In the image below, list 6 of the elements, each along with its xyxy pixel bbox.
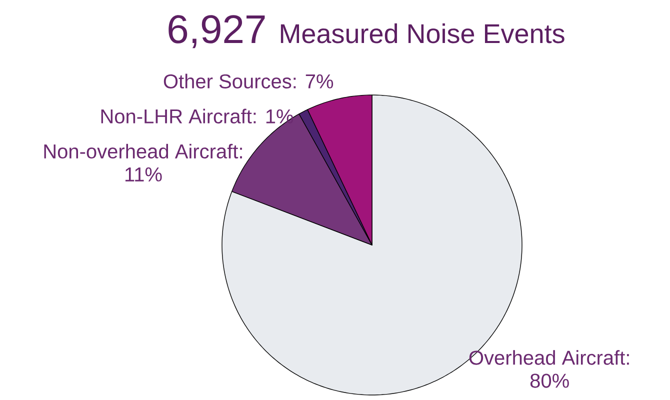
slice-label: Other Sources: 7%: [164, 74, 334, 88]
slice-label: Non-LHR Aircraft: 1%: [101, 108, 294, 124]
slice-label: Overhead Aircraft: 80%: [469, 350, 629, 388]
chart-subtitle: Measured Noise Events: [280, 23, 564, 44]
slice-label: Non-overhead Aircraft: 11%: [44, 144, 242, 182]
chart-title: 6,927: [168, 15, 265, 48]
